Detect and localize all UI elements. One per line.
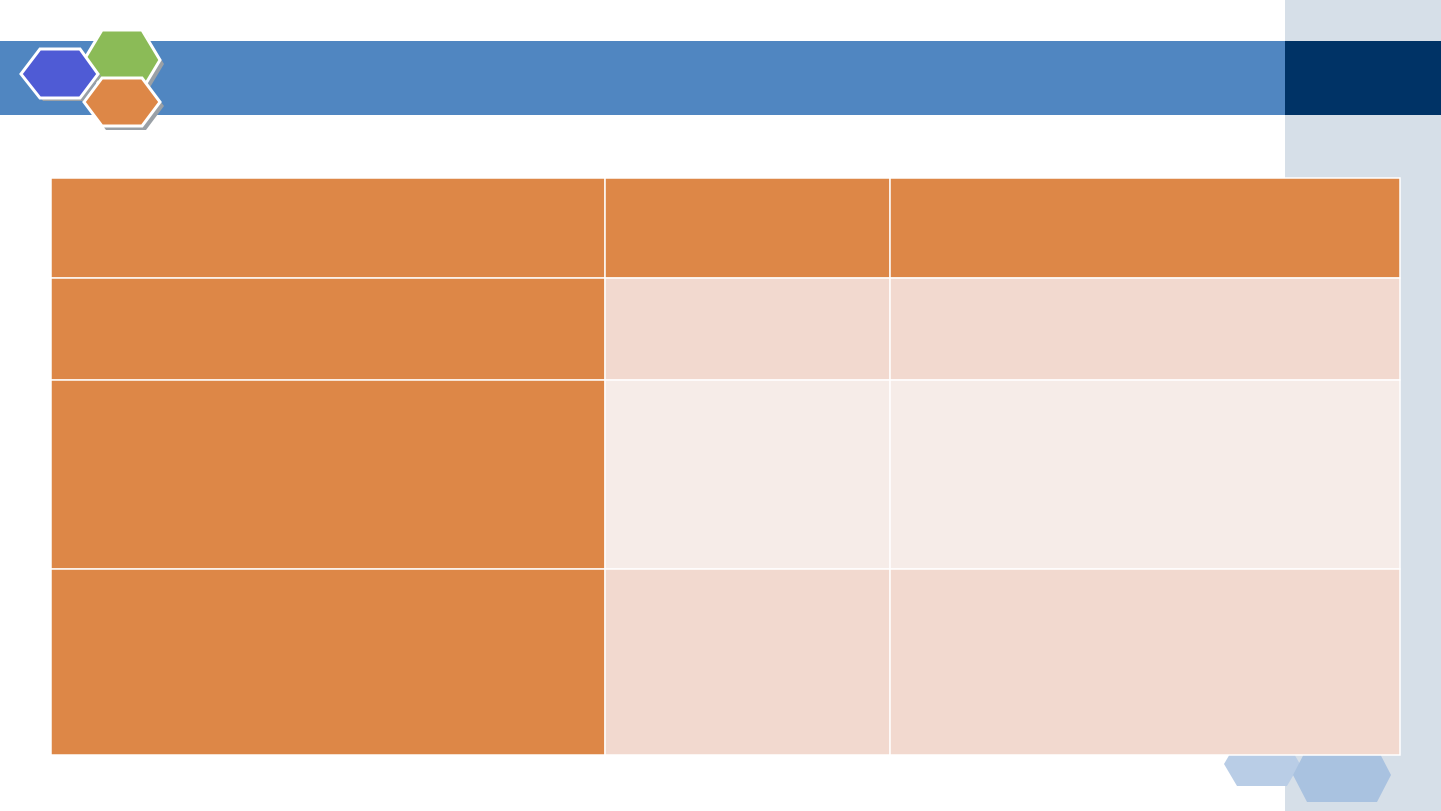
table-cell [889,277,1401,381]
table [50,177,1401,756]
header-banner [0,41,1285,115]
table-cell [604,277,891,381]
header-accent [1285,41,1441,115]
table-cell [604,568,891,756]
logo-hexagons [19,28,164,130]
table-header-cell [604,177,891,279]
hexagon-blue [19,47,100,100]
table-row-header-cell [50,568,606,756]
table-cell [889,379,1401,570]
deco-hexagon [1293,748,1391,802]
table-cell [604,379,891,570]
table-row-header-cell [50,277,606,381]
table-header-cell [889,177,1401,279]
table-cell [889,568,1401,756]
hexagon-orange [82,76,162,128]
table-header-cell [50,177,606,279]
table-row-header-cell [50,379,606,570]
